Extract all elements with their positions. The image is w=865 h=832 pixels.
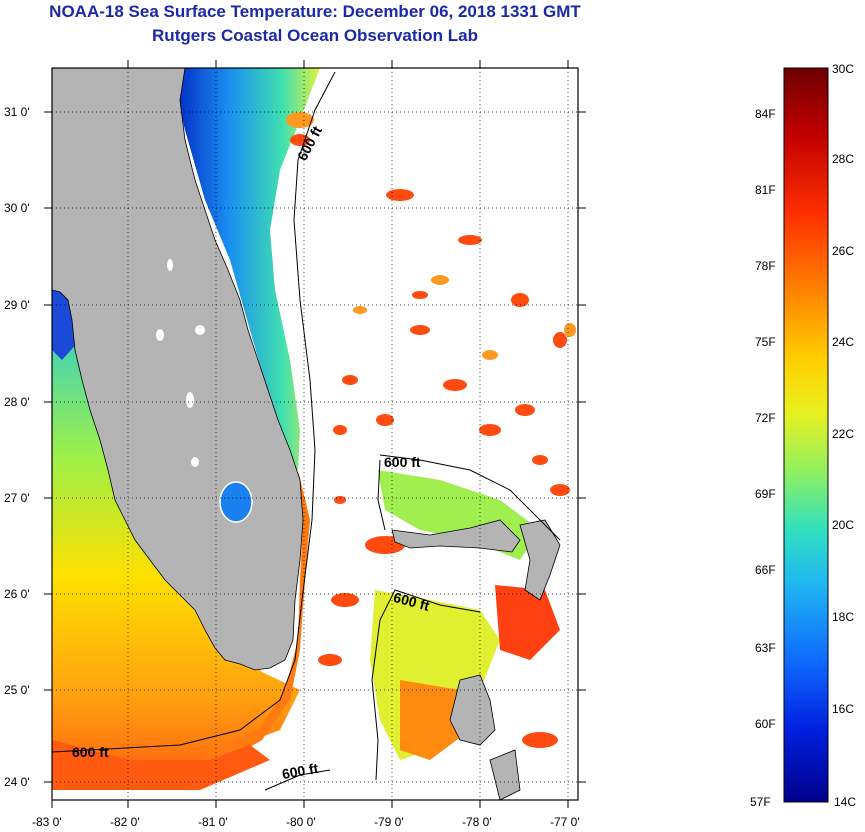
temperature-colorbar [783, 67, 829, 803]
map-title: NOAA-18 Sea Surface Temperature: Decembe… [49, 2, 581, 21]
atlantic-coastal-water [170, 68, 320, 470]
colorbar-c-labels: 28C 26C 24C 22C 20C 18C 16C [832, 152, 854, 716]
lon-label-77: -77 0' [550, 815, 580, 829]
colorbar-bottom-f: 57F [750, 795, 771, 809]
colorbar-f-66: 66F [755, 563, 776, 577]
colorbar-f-69: 69F [755, 487, 776, 501]
colorbar-f-72: 72F [755, 411, 776, 425]
map-subtitle: Rutgers Coastal Ocean Observation Lab [152, 26, 478, 45]
colorbar-c-20: 20C [832, 518, 854, 532]
lat-label-27: 27 0' [4, 491, 30, 505]
lon-label-79: -79 0' [374, 815, 404, 829]
colorbar-f-labels: 84F 81F 78F 75F 72F 69F 66F 63F 60F [755, 107, 776, 731]
lon-label-83: -83 0' [32, 815, 62, 829]
isobath-600ft [52, 71, 561, 791]
lat-label-31: 31 0' [4, 105, 30, 119]
lat-label-25: 25 0' [4, 683, 30, 697]
colorbar-f-78: 78F [755, 259, 776, 273]
lake-okeechobee [219, 481, 253, 523]
contour-label-south: 600 ft [281, 760, 320, 782]
lat-label-24: 24 0' [4, 775, 30, 789]
south-bank-warm [400, 680, 470, 760]
grand-bahama-land [391, 519, 521, 553]
mild-patches [286, 112, 576, 360]
lon-label-82: -82 0' [110, 815, 140, 829]
lon-label-78: -78 0' [462, 815, 492, 829]
tongue-warm-water [495, 585, 560, 660]
colorbar-c-28: 28C [832, 152, 854, 166]
colorbar-f-60: 60F [755, 717, 776, 731]
colorbar-c-18: 18C [832, 610, 854, 624]
colorbar-c-22: 22C [832, 427, 854, 441]
colorbar-c-26: 26C [832, 244, 854, 258]
lon-label-80: -80 0' [286, 815, 316, 829]
colorbar-f-63: 63F [755, 641, 776, 655]
colorbar-c-16: 16C [832, 702, 854, 716]
colorbar-f-84: 84F [755, 107, 776, 121]
colorbar-top-label: 30C [832, 62, 854, 76]
map-frame [51, 67, 579, 801]
colorbar-f-81: 81F [755, 183, 776, 197]
lat-label-30: 30 0' [4, 201, 30, 215]
lon-label-81: -81 0' [198, 815, 228, 829]
warm-patches [290, 134, 570, 748]
lat-label-26: 26 0' [4, 587, 30, 601]
abaco-land [519, 519, 561, 601]
contour-label-bahama: 600 ft [384, 454, 421, 470]
andros-land [449, 674, 496, 746]
lat-label-29: 29 0' [4, 298, 30, 312]
colorbar-c-24: 24C [832, 335, 854, 349]
inland-lakes [156, 259, 205, 467]
axis-ticks [44, 60, 586, 808]
lat-label-28: 28 0' [4, 395, 30, 409]
colorbar-bottom-c: 14C [834, 795, 856, 809]
colorbar-f-75: 75F [755, 335, 776, 349]
eleuthera-land [489, 749, 521, 800]
keys-warm-water [52, 740, 270, 790]
contour-label-keys: 600 ft [72, 744, 109, 760]
